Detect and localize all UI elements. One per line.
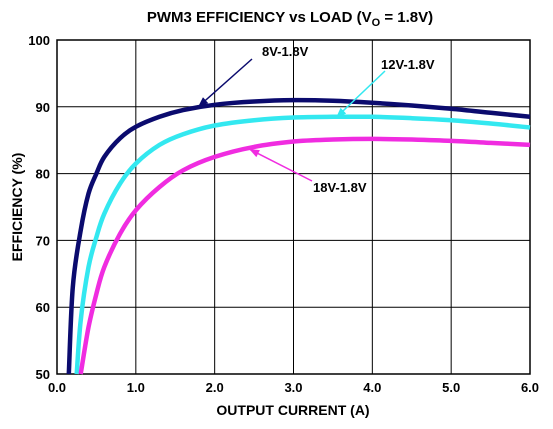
annotation-arrow: [336, 70, 386, 118]
series-lines: [66, 97, 531, 375]
series-line-1: [74, 114, 531, 375]
annotations: 8V-1.8V 12V-1.8V 18V-1.8V: [198, 44, 435, 195]
x-axis-label: OUTPUT CURRENT (A): [216, 402, 369, 418]
x-tick-label: 0.0: [48, 380, 66, 395]
x-tick-label: 3.0: [284, 380, 302, 395]
annotation-label: 8V-1.8V: [262, 44, 309, 59]
y-tick-label: 80: [36, 167, 50, 182]
series-line-0: [66, 97, 531, 375]
annotation-arrow: [198, 58, 253, 107]
y-tick-label: 100: [28, 33, 50, 48]
annotation-label: 18V-1.8V: [313, 180, 367, 195]
y-tick-label: 50: [36, 367, 50, 382]
plot-frame: [56, 39, 531, 375]
x-tick-label: 5.0: [442, 380, 460, 395]
y-tick-label: 70: [36, 233, 50, 248]
grid: [57, 40, 530, 374]
annotation-label: 12V-1.8V: [381, 57, 435, 72]
x-tick-label: 1.0: [127, 380, 145, 395]
tick-labels: 0.0 1.0 2.0 3.0 4.0 5.0 6.0 50 60 70 80 90 100: [28, 33, 539, 395]
x-tick-label: 6.0: [521, 380, 539, 395]
x-tick-label: 2.0: [206, 380, 224, 395]
x-tick-label: 4.0: [363, 380, 381, 395]
chart-title: PWM3 EFFICIENCY vs LOAD (VO = 1.8V): [147, 9, 433, 29]
series-line-2: [78, 136, 531, 375]
chart-title-subscript: O: [372, 17, 381, 29]
y-axis-label: EFFICIENCY (%): [9, 153, 25, 262]
y-tick-label: 90: [36, 100, 50, 115]
y-tick-label: 60: [36, 300, 50, 315]
chart-title-tail: = 1.8V): [380, 9, 433, 26]
annotation-arrow: [249, 148, 313, 182]
